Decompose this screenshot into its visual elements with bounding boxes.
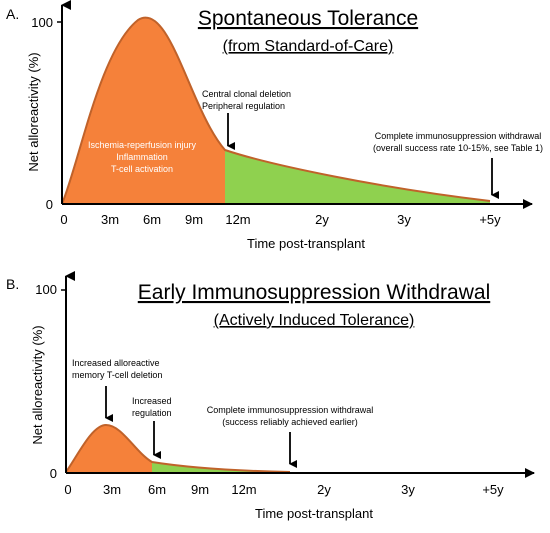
- panel-a-annotation: (overall success rate 10-15%, see Table …: [373, 143, 543, 153]
- panel-a-xlabel: Time post-transplant: [247, 236, 365, 251]
- panel-a-ytick-100: 100: [31, 15, 53, 30]
- panel-a-inner-text: Inflammation: [116, 152, 168, 162]
- panel-a: A. 100 0 Net alloreactivity (%) 0 3m 6m …: [6, 0, 543, 251]
- panel-b-ytick-100: 100: [35, 282, 57, 297]
- panel-b-annotation: memory T-cell deletion: [72, 370, 162, 380]
- panel-a-xtick-label: 2y: [315, 212, 329, 227]
- panel-a-label: A.: [6, 6, 19, 22]
- panel-b-annotation: (success reliably achieved earlier): [222, 417, 358, 427]
- panel-b-annotation: regulation: [132, 408, 172, 418]
- panel-a-ytick-0: 0: [46, 197, 53, 212]
- panel-a-ylabel: Net alloreactivity (%): [26, 52, 41, 171]
- panel-b-annotation: Increased alloreactive: [72, 358, 160, 368]
- panel-b-xtick-label: 3y: [401, 482, 415, 497]
- panel-a-annotation: Complete immunosuppression withdrawal: [375, 131, 542, 141]
- panel-b-title: Early Immunosuppression Withdrawal: [138, 281, 490, 304]
- panel-b-xtick-label: 12m: [231, 482, 256, 497]
- panel-a-xtick-label: 6m: [143, 212, 161, 227]
- panel-a-xtick-label: 0: [60, 212, 67, 227]
- panel-a-orange-area: [62, 17, 225, 204]
- panel-a-curve: [61, 16, 491, 205]
- panel-b-annotation: Complete immunosuppression withdrawal: [207, 405, 374, 415]
- panel-a-xtick-label: +5y: [479, 212, 501, 227]
- panel-b-xtick-label: 6m: [148, 482, 166, 497]
- panel-a-xtick-label: 3m: [101, 212, 119, 227]
- panel-b-xtick-label: +5y: [482, 482, 504, 497]
- panel-b-curve: [65, 423, 291, 473]
- panel-a-subtitle: (from Standard-of-Care): [223, 38, 394, 55]
- panel-b-orange-area: [66, 425, 152, 472]
- panel-b-subtitle: (Actively Induced Tolerance): [214, 312, 415, 329]
- panel-b-ylabel: Net alloreactivity (%): [30, 325, 45, 444]
- panel-a-xtick-label: 3y: [397, 212, 411, 227]
- panel-a-annotation: Peripheral regulation: [202, 101, 285, 111]
- panel-b-xlabel: Time post-transplant: [255, 506, 373, 521]
- panel-b-annotation: Increased: [132, 396, 172, 406]
- panel-b-label: B.: [6, 276, 19, 292]
- panel-a-green-area: [225, 150, 490, 204]
- panel-a-title: Spontaneous Tolerance: [198, 7, 418, 30]
- panel-a-inner-text: T-cell activation: [111, 164, 173, 174]
- panel-b-ytick-0: 0: [50, 466, 57, 481]
- panel-a-xtick-label: 12m: [225, 212, 250, 227]
- panel-b-xtick-label: 9m: [191, 482, 209, 497]
- panel-b-xtick-label: 2y: [317, 482, 331, 497]
- panel-b-xtick-label: 3m: [103, 482, 121, 497]
- panel-a-annotation: Central clonal deletion: [202, 89, 291, 99]
- panel-b-xtick-label: 0: [64, 482, 71, 497]
- panel-b-green-area: [152, 462, 290, 472]
- panel-a-inner-text: Ischemia-reperfusion injury: [88, 140, 197, 150]
- panel-b: B. 100 0 Net alloreactivity (%) 0 3m 6m …: [6, 271, 535, 521]
- panel-a-xtick-label: 9m: [185, 212, 203, 227]
